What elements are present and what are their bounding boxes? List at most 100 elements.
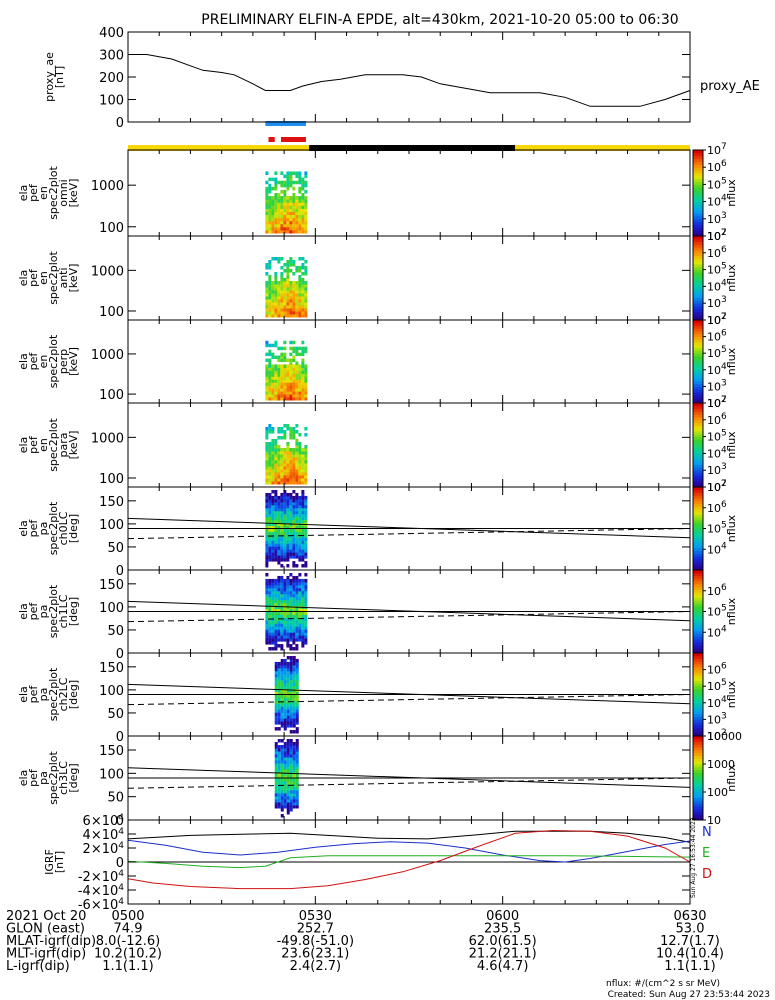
spectrogram-cell (295, 721, 299, 725)
spectrogram-cell (265, 581, 269, 586)
spectrogram-cell (268, 558, 272, 562)
spectrogram-cell (286, 543, 290, 547)
spectrogram-cell (295, 269, 299, 273)
spectrogram-cell (277, 525, 281, 529)
spectrogram-cell (304, 632, 308, 636)
spectrogram-cell (295, 376, 299, 380)
spectrogram-cell (292, 632, 296, 636)
spectrogram-cell (274, 287, 278, 291)
spectrogram-cell (280, 703, 284, 707)
y-axis-label-line: spec2plot (47, 418, 60, 472)
spectrogram-cell (286, 623, 290, 627)
y-axis-label-line: en (37, 186, 50, 200)
spectrogram-cell (283, 525, 287, 529)
spectrogram-cell (274, 721, 278, 725)
spectrogram-cell (265, 343, 269, 348)
spectrogram-cell (277, 688, 281, 693)
spectrogram-cell (265, 534, 269, 538)
spectrogram-cell (289, 311, 293, 315)
spectrogram-cell (292, 388, 296, 392)
spectrogram-cell (289, 229, 293, 234)
y-axis-label-line: ela (17, 353, 30, 370)
colorbar-segment (693, 459, 703, 463)
spectrogram-cell (292, 427, 296, 431)
spectrogram-cell (274, 596, 278, 601)
spectrogram-cell (283, 537, 287, 541)
spectrogram-cell (277, 587, 281, 592)
spectrogram-cell (304, 635, 308, 639)
spectrogram-cell (265, 481, 269, 485)
spectrogram-cell (283, 358, 287, 362)
spectrogram-cell (274, 555, 278, 559)
spectrogram-cell (295, 685, 299, 690)
anti-loss-cone-line (127, 777, 691, 789)
spectrogram-cell (286, 278, 290, 282)
spectrogram-cell (298, 513, 302, 518)
colorbar-segment (693, 184, 703, 188)
spectrogram-cell (292, 682, 296, 687)
spectrogram-cell (286, 513, 290, 518)
spectrogram-cell (265, 296, 269, 300)
y-axis-label-line: pa (37, 771, 50, 785)
spectrogram-cell (298, 608, 302, 612)
spectrogram-cell (265, 284, 269, 288)
spectrogram-cell (283, 430, 287, 434)
spectrogram-cell (274, 727, 278, 731)
spectrogram-cell (289, 498, 293, 503)
spectrogram-cell (280, 670, 284, 675)
spectrogram-cell (268, 370, 272, 374)
spectrogram-cell (289, 281, 293, 285)
spectrogram-cell (271, 364, 275, 368)
colorbar-tick-label: 102 (707, 228, 727, 243)
spectrogram-cell (277, 611, 281, 615)
spectrogram-cell (301, 587, 305, 592)
spectrogram-cell (295, 658, 299, 663)
spectrogram-cell (289, 226, 293, 231)
spectrogram-cell (265, 376, 269, 380)
spectrogram-cell (304, 299, 308, 303)
spectrogram-cell (298, 614, 302, 618)
spectrogram-cell (298, 528, 302, 532)
colorbar-tick-label: 105 (707, 345, 727, 360)
spectrogram-cell (292, 287, 296, 291)
spectrogram-cell (301, 608, 305, 612)
spectrogram-cell (289, 214, 293, 219)
spectrogram-cell (298, 299, 302, 303)
spectrogram-cell (292, 349, 296, 354)
footer-row-value: 1.1(1.1) (664, 959, 716, 974)
spectrogram-cell (304, 266, 308, 270)
spectrogram-cell (268, 349, 272, 354)
spectrogram-cell (277, 475, 281, 479)
spectrogram-cell (295, 540, 299, 544)
spectrogram-cell (298, 445, 302, 449)
spectrogram-cell (301, 611, 305, 615)
spectrogram-cell (268, 263, 272, 267)
colorbar-segment (693, 636, 703, 640)
spectrogram-cell (277, 667, 281, 672)
spectrogram-cell (298, 540, 302, 544)
spectrogram-cell (286, 670, 290, 675)
y-tick-label: 150 (99, 661, 124, 676)
spectrogram-cell (298, 269, 302, 273)
spectrogram-cell (265, 478, 269, 482)
spectrogram-cell (286, 478, 290, 482)
spectrogram-cell (289, 370, 293, 374)
spectrogram-cell (286, 296, 290, 300)
spectrogram-cell (274, 605, 278, 610)
spectrogram-cell (274, 466, 278, 470)
spectrogram-cell (280, 498, 284, 503)
colorbar-segment (693, 204, 703, 208)
spectrogram-cell (265, 427, 269, 431)
spectrogram-cell (295, 632, 299, 636)
spectrogram-cell (298, 617, 302, 621)
colorbar-segment (693, 658, 703, 662)
spectrogram-cell (295, 700, 299, 704)
spectrogram-cell (277, 718, 281, 722)
spectrogram-cell (268, 647, 272, 651)
footer-row-value: 62.0(61.5) (469, 934, 537, 949)
spectrogram-cell (286, 314, 290, 318)
colorbar-segment (693, 252, 703, 256)
y-tick-label: 0 (116, 647, 124, 662)
colorbar-segment (693, 322, 703, 326)
spectrogram-cell (301, 370, 305, 374)
